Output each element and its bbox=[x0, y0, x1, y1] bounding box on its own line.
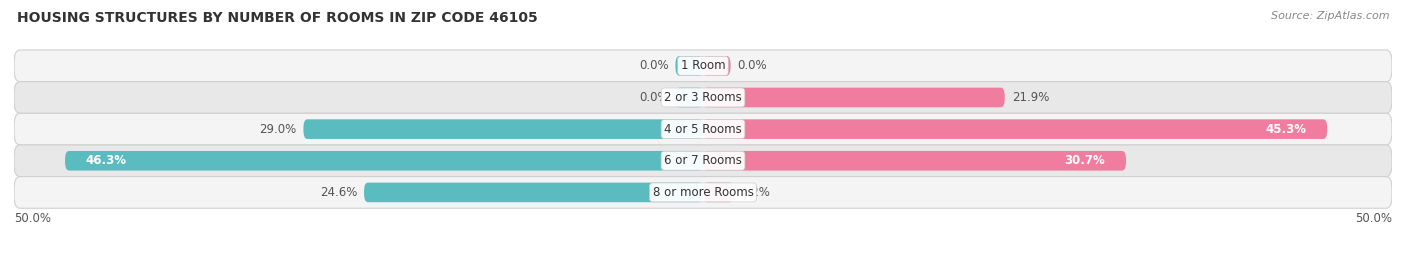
FancyBboxPatch shape bbox=[675, 88, 703, 107]
FancyBboxPatch shape bbox=[703, 119, 1327, 139]
FancyBboxPatch shape bbox=[14, 145, 1392, 176]
Legend: Owner-occupied, Renter-occupied: Owner-occupied, Renter-occupied bbox=[568, 264, 838, 269]
Text: 2 or 3 Rooms: 2 or 3 Rooms bbox=[664, 91, 742, 104]
Text: 1 Room: 1 Room bbox=[681, 59, 725, 72]
FancyBboxPatch shape bbox=[304, 119, 703, 139]
FancyBboxPatch shape bbox=[65, 151, 703, 171]
Text: 24.6%: 24.6% bbox=[319, 186, 357, 199]
FancyBboxPatch shape bbox=[364, 183, 703, 202]
FancyBboxPatch shape bbox=[703, 56, 731, 76]
FancyBboxPatch shape bbox=[675, 56, 703, 76]
Text: 0.0%: 0.0% bbox=[738, 59, 768, 72]
Text: 46.3%: 46.3% bbox=[86, 154, 127, 167]
FancyBboxPatch shape bbox=[703, 88, 1005, 107]
Text: 4 or 5 Rooms: 4 or 5 Rooms bbox=[664, 123, 742, 136]
Text: 50.0%: 50.0% bbox=[14, 212, 51, 225]
Text: 6 or 7 Rooms: 6 or 7 Rooms bbox=[664, 154, 742, 167]
Text: 50.0%: 50.0% bbox=[1355, 212, 1392, 225]
Text: 0.0%: 0.0% bbox=[638, 59, 669, 72]
Text: 8 or more Rooms: 8 or more Rooms bbox=[652, 186, 754, 199]
Text: Source: ZipAtlas.com: Source: ZipAtlas.com bbox=[1271, 11, 1389, 21]
Text: HOUSING STRUCTURES BY NUMBER OF ROOMS IN ZIP CODE 46105: HOUSING STRUCTURES BY NUMBER OF ROOMS IN… bbox=[17, 11, 537, 25]
FancyBboxPatch shape bbox=[14, 82, 1392, 113]
Text: 30.7%: 30.7% bbox=[1064, 154, 1105, 167]
Text: 0.0%: 0.0% bbox=[638, 91, 669, 104]
Text: 45.3%: 45.3% bbox=[1265, 123, 1306, 136]
Text: 2.2%: 2.2% bbox=[740, 186, 770, 199]
FancyBboxPatch shape bbox=[703, 183, 734, 202]
FancyBboxPatch shape bbox=[703, 151, 1126, 171]
FancyBboxPatch shape bbox=[14, 113, 1392, 145]
Text: 29.0%: 29.0% bbox=[259, 123, 297, 136]
FancyBboxPatch shape bbox=[14, 176, 1392, 208]
FancyBboxPatch shape bbox=[14, 50, 1392, 82]
Text: 21.9%: 21.9% bbox=[1012, 91, 1049, 104]
